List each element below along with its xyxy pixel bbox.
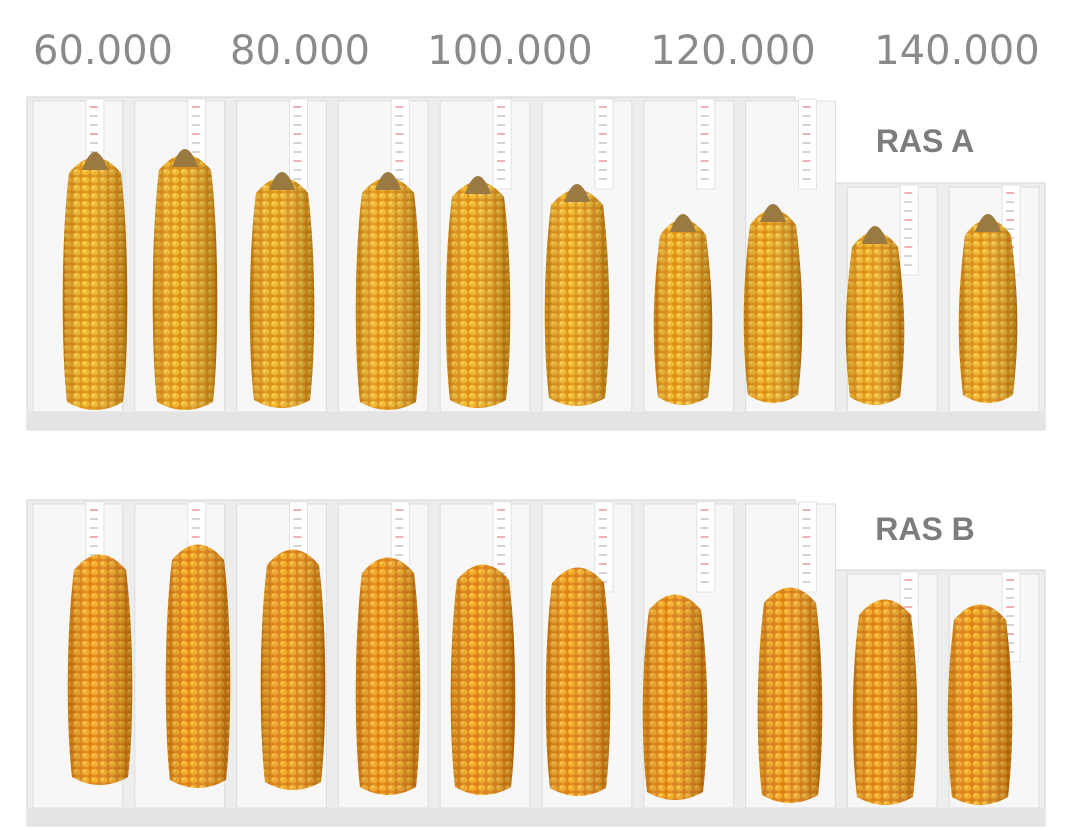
corn-shade bbox=[852, 599, 918, 805]
tray-lip bbox=[27, 808, 1045, 826]
header-labels: 60.000 80.000 100.000 120.000 140.000 bbox=[33, 28, 1040, 74]
corn-shade bbox=[653, 219, 713, 405]
corn-tip bbox=[862, 226, 888, 244]
corn-shade bbox=[845, 231, 905, 405]
ruler bbox=[390, 98, 410, 190]
corn-shade bbox=[67, 554, 133, 785]
ruler bbox=[899, 184, 919, 276]
corn-tip bbox=[465, 176, 491, 194]
panel-label: RAS B bbox=[875, 511, 975, 547]
panel-label: RAS A bbox=[876, 123, 974, 159]
ruler bbox=[492, 98, 512, 190]
ruler bbox=[798, 501, 817, 593]
corn-shade bbox=[165, 544, 231, 788]
ruler bbox=[289, 98, 308, 190]
corn-shade bbox=[544, 189, 610, 406]
ruler bbox=[594, 98, 614, 190]
ruler bbox=[696, 98, 716, 190]
corn-shade bbox=[450, 564, 516, 795]
corn-tip bbox=[375, 172, 401, 190]
corn-tip bbox=[172, 149, 198, 167]
corn-shade bbox=[62, 157, 128, 410]
corn-tip bbox=[269, 172, 295, 190]
corn-tip bbox=[82, 152, 108, 170]
corn-shade bbox=[445, 181, 511, 408]
density-label: 100.000 bbox=[427, 28, 592, 74]
corn-shade bbox=[355, 177, 421, 410]
ruler bbox=[696, 501, 716, 593]
corn-shade bbox=[249, 177, 315, 408]
corn-shade bbox=[545, 567, 611, 796]
corn-tip bbox=[670, 214, 696, 232]
ruler bbox=[798, 98, 817, 190]
tray-panel: RAS B bbox=[26, 499, 1046, 827]
corn-shade bbox=[743, 209, 803, 403]
density-label: 80.000 bbox=[230, 28, 370, 74]
corn-tip bbox=[975, 214, 1001, 232]
corn-shade bbox=[642, 594, 708, 800]
tray-lip bbox=[27, 412, 1045, 430]
corn-shade bbox=[260, 549, 326, 790]
tray-panel: RAS A bbox=[26, 96, 1046, 431]
corn-shade bbox=[958, 219, 1018, 403]
corn-shade bbox=[947, 604, 1013, 805]
density-label: 140.000 bbox=[874, 28, 1039, 74]
corn-shade bbox=[152, 154, 218, 410]
corn-tip bbox=[760, 204, 786, 222]
corn-shade bbox=[355, 557, 421, 795]
density-label: 60.000 bbox=[33, 28, 173, 74]
density-label: 120.000 bbox=[650, 28, 815, 74]
corn-tip bbox=[564, 184, 590, 202]
corn-shade bbox=[757, 587, 823, 803]
